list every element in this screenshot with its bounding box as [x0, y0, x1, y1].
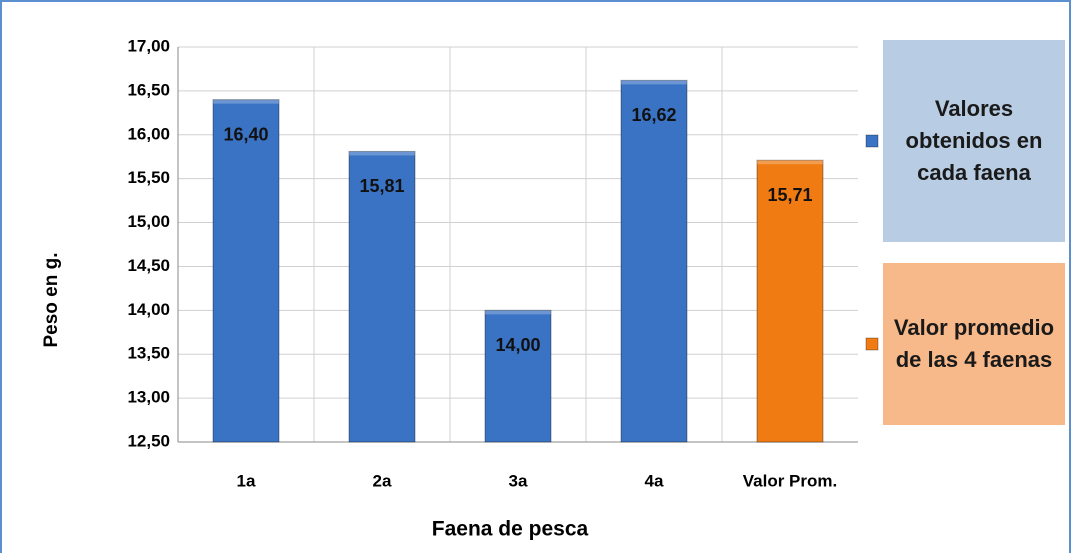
y-tick-label: 15,50 [127, 168, 170, 187]
x-axis-title: Faena de pesca [432, 518, 589, 541]
legend-label: Valores obtenidos en cada faena [883, 40, 1065, 242]
legend-label: Valor promedio de las 4 faenas [883, 263, 1065, 425]
value-label: 16,62 [631, 105, 676, 125]
y-axis-title: Peso en g. [41, 252, 62, 347]
y-tick-label: 16,50 [127, 80, 170, 99]
legend-swatch [865, 134, 879, 148]
y-tick-label: 17,00 [127, 36, 170, 55]
value-label: 14,00 [495, 335, 540, 355]
x-tick-label: 1a [237, 471, 256, 490]
y-tick-label: 13,00 [127, 388, 170, 407]
bar [348, 150, 416, 443]
y-tick-label: 15,00 [127, 212, 170, 231]
bar-shine [621, 80, 687, 85]
bar-shine [485, 310, 551, 315]
value-label: 16,40 [223, 124, 268, 144]
y-tick-label: 14,00 [127, 300, 170, 319]
legend-swatch [865, 337, 879, 351]
bar [756, 159, 824, 443]
x-tick-label: Valor Prom. [743, 471, 837, 490]
y-tick-label: 12,50 [127, 431, 170, 450]
bar [620, 79, 688, 443]
y-tick-label: 14,50 [127, 256, 170, 275]
bar [212, 99, 280, 443]
bar-shine [213, 99, 279, 104]
bar [484, 309, 552, 443]
bar-shine [349, 151, 415, 156]
x-tick-label: 2a [373, 471, 392, 490]
value-label: 15,71 [767, 185, 812, 205]
x-tick-label: 4a [645, 471, 664, 490]
value-label: 15,81 [359, 176, 404, 196]
bar-shine [757, 160, 823, 165]
y-tick-label: 16,00 [127, 124, 170, 143]
x-tick-label: 3a [509, 471, 528, 490]
y-tick-label: 13,50 [127, 344, 170, 363]
